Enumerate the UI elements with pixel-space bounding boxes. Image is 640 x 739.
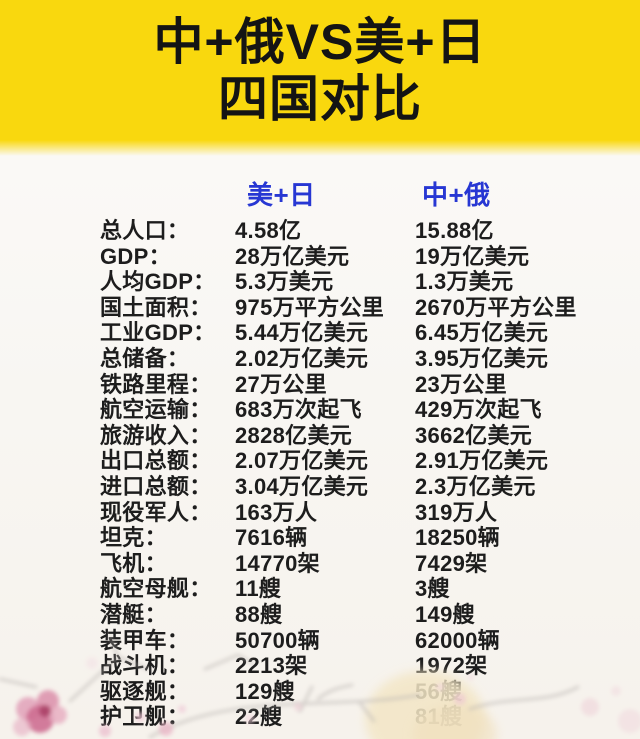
table-row: 总人口： 4.58亿 15.88亿 — [100, 218, 640, 244]
china-russia-value: 319万人 — [415, 499, 498, 525]
us-japan-value: 50700辆 — [235, 627, 320, 653]
row-label: 战斗机： — [100, 653, 190, 679]
us-japan-value: 5.3万美元 — [235, 269, 334, 295]
china-russia-value: 56艘 — [415, 678, 463, 704]
table-row: 护卫舰： 22艘 81艘 — [100, 704, 640, 730]
china-russia-value: 81艘 — [415, 704, 463, 730]
table-row: 铁路里程： 27万公里 23万公里 — [100, 372, 640, 398]
row-label: 飞机： — [100, 550, 167, 576]
table-row: 出口总额： 2.07万亿美元 2.91万亿美元 — [100, 448, 640, 474]
table-row: 工业GDP： 5.44万亿美元 6.45万亿美元 — [100, 320, 640, 346]
table-row: 现役军人： 163万人 319万人 — [100, 500, 640, 526]
us-japan-value: 22艘 — [235, 704, 283, 730]
china-russia-value: 149艘 — [415, 601, 475, 627]
table-row: 装甲车： 50700辆 62000辆 — [100, 628, 640, 654]
row-label: 驱逐舰： — [100, 678, 190, 704]
china-russia-value: 429万次起飞 — [415, 397, 542, 423]
us-japan-value: 975万平方公里 — [235, 294, 385, 320]
table-row: 坦克： 7616辆 18250辆 — [100, 525, 640, 551]
china-russia-value: 15.88亿 — [415, 218, 494, 243]
china-russia-value: 1972架 — [415, 653, 488, 679]
row-label: 现役军人： — [100, 499, 212, 525]
us-japan-value: 5.44万亿美元 — [235, 320, 369, 346]
row-label: 人均GDP： — [100, 269, 216, 295]
us-japan-value: 14770架 — [235, 550, 320, 576]
table-row: 航空运输： 683万次起飞 429万次起飞 — [100, 397, 640, 423]
china-russia-value: 19万亿美元 — [415, 243, 530, 269]
table-row: 战斗机： 2213架 1972架 — [100, 653, 640, 679]
china-russia-value: 3.95万亿美元 — [415, 345, 549, 371]
table-row: 国土面积： 975万平方公里 2670万平方公里 — [100, 295, 640, 321]
column-header-china-russia: 中+俄 — [422, 180, 491, 210]
us-japan-value: 11艘 — [235, 576, 282, 602]
table-row: GDP： 28万亿美元 19万亿美元 — [100, 244, 640, 270]
china-russia-value: 2670万平方公里 — [415, 294, 577, 320]
us-japan-value: 4.58亿 — [235, 218, 302, 243]
page-title-line1: 中+俄VS美+日 — [153, 14, 487, 70]
table-row: 人均GDP： 5.3万美元 1.3万美元 — [100, 269, 640, 295]
china-russia-value: 6.45万亿美元 — [415, 320, 549, 346]
china-russia-value: 62000辆 — [415, 627, 500, 653]
table-row: 飞机： 14770架 7429架 — [100, 551, 640, 577]
row-label: 装甲车： — [100, 627, 190, 653]
row-label: 航空运输： — [100, 397, 212, 423]
row-label: 进口总额： — [100, 473, 212, 499]
table-row: 旅游收入： 2828亿美元 3662亿美元 — [100, 423, 640, 449]
column-header-us-japan: 美+日 — [247, 180, 316, 210]
us-japan-value: 3.04万亿美元 — [235, 473, 369, 499]
row-label: 潜艇： — [100, 601, 167, 627]
row-label: 航空母舰： — [100, 576, 212, 602]
row-label: 坦克： — [100, 525, 167, 551]
row-label: 护卫舰： — [100, 704, 190, 730]
us-japan-value: 7616辆 — [235, 525, 308, 551]
row-label: 总储备： — [100, 345, 190, 371]
us-japan-value: 88艘 — [235, 601, 283, 627]
page-title-line2: 四国对比 — [218, 71, 422, 127]
us-japan-value: 27万公里 — [235, 371, 327, 397]
comparison-table-body: 总人口： 4.58亿 15.88亿 GDP： 28万亿美元 19万亿美元人均GDP： 5.3… — [100, 218, 640, 730]
us-japan-value: 2.07万亿美元 — [235, 448, 369, 474]
us-japan-value: 129艘 — [235, 678, 295, 704]
table-row: 驱逐舰： 129艘 56艘 — [100, 679, 640, 705]
us-japan-value: 163万人 — [235, 499, 318, 525]
us-japan-value: 2.02万亿美元 — [235, 345, 369, 371]
china-russia-value: 18250辆 — [415, 525, 500, 551]
china-russia-value: 2.3万亿美元 — [415, 473, 536, 499]
china-russia-value: 3艘 — [415, 576, 450, 602]
china-russia-value: 2.91万亿美元 — [415, 448, 549, 474]
us-japan-value: 28万亿美元 — [235, 243, 350, 269]
china-russia-value: 1.3万美元 — [415, 269, 514, 295]
row-label: 工业GDP： — [100, 320, 216, 346]
table-row: 进口总额： 3.04万亿美元 2.3万亿美元 — [100, 474, 640, 500]
title-banner — [0, 0, 640, 156]
china-russia-value: 23万公里 — [415, 371, 507, 397]
page-title: 中+俄VS美+日 四国对比 — [0, 14, 640, 128]
row-label: 国土面积： — [100, 294, 212, 320]
row-label: 出口总额： — [100, 448, 212, 474]
us-japan-value: 683万次起飞 — [235, 397, 362, 423]
table-row: 航空母舰： 11艘 3艘 — [100, 576, 640, 602]
china-russia-value: 3662亿美元 — [415, 422, 533, 448]
china-russia-value: 7429架 — [415, 550, 488, 576]
table-row: 总储备： 2.02万亿美元 3.95万亿美元 — [100, 346, 640, 372]
us-japan-value: 2828亿美元 — [235, 422, 353, 448]
row-label: 铁路里程： — [100, 371, 212, 397]
row-label: GDP： — [100, 243, 171, 269]
table-row: 潜艇： 88艘 149艘 — [100, 602, 640, 628]
row-label: 总人口： — [100, 218, 190, 243]
row-label: 旅游收入： — [100, 422, 212, 448]
us-japan-value: 2213架 — [235, 653, 308, 679]
